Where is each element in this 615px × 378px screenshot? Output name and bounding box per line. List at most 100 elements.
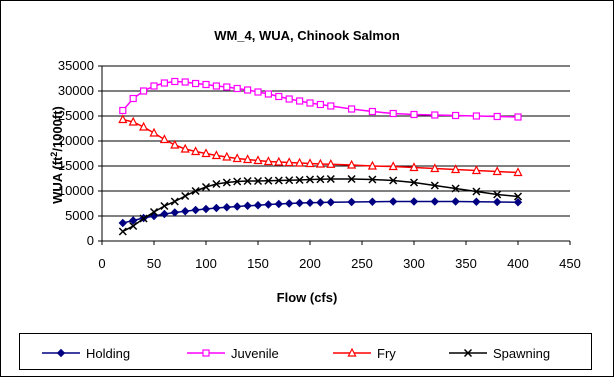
x-tick-label: 200	[299, 256, 321, 271]
data-point-holding	[305, 198, 315, 207]
legend-label-spawning: Spawning	[493, 346, 550, 361]
data-point-juvenile	[244, 86, 252, 94]
legend-item-fry: Fry	[333, 346, 396, 361]
data-point-spawning	[149, 207, 159, 217]
x-marker-stroke	[472, 187, 481, 196]
series-holding	[118, 197, 523, 228]
data-point-fry	[243, 154, 253, 164]
data-point-fry	[388, 161, 398, 171]
data-point-spawning	[274, 176, 283, 185]
x-tick-label: 250	[351, 256, 373, 271]
data-point-spawning	[243, 176, 252, 186]
data-point-holding	[472, 197, 481, 206]
data-point-holding	[274, 199, 284, 209]
data-point-spawning	[472, 187, 481, 196]
x-marker-stroke	[347, 174, 356, 184]
data-point-fry	[211, 150, 221, 160]
series-layer	[118, 77, 523, 236]
data-point-spawning	[222, 178, 231, 187]
data-point-juvenile	[119, 106, 127, 115]
data-point-spawning	[201, 182, 211, 192]
data-point-holding	[451, 197, 460, 206]
x-marker-stroke	[493, 190, 502, 199]
y-tick-label: 30000	[58, 83, 94, 98]
legend-box	[19, 333, 592, 370]
data-point-holding	[316, 198, 325, 207]
data-point-juvenile	[431, 111, 439, 119]
data-point-holding	[368, 197, 377, 206]
data-point-holding	[513, 198, 523, 207]
data-point-holding	[180, 207, 190, 216]
data-point-holding	[284, 199, 294, 208]
data-point-juvenile	[264, 90, 272, 98]
x-tick-label: 350	[455, 256, 477, 271]
data-point-juvenile	[306, 99, 314, 107]
data-point-holding	[295, 198, 304, 208]
x-marker-stroke	[463, 348, 473, 358]
y-tick-label: 10000	[58, 183, 94, 198]
data-point-holding	[326, 198, 336, 207]
data-point-juvenile	[254, 88, 262, 96]
data-point-fry	[232, 153, 242, 163]
x-marker-stroke	[191, 186, 200, 196]
data-point-spawning	[295, 175, 304, 185]
x-tick-label: 300	[403, 256, 425, 271]
data-point-fry	[191, 146, 201, 156]
data-point-juvenile	[181, 78, 189, 86]
x-tick-label: 400	[507, 256, 529, 271]
data-point-juvenile	[410, 110, 418, 119]
data-point-juvenile	[275, 92, 283, 101]
x-marker-stroke	[513, 192, 523, 201]
data-point-spawning	[305, 175, 315, 184]
data-point-fry	[263, 156, 273, 166]
x-marker-stroke	[149, 207, 159, 217]
x-marker-stroke	[233, 177, 242, 186]
data-point-fry	[170, 139, 180, 149]
data-point-spawning	[326, 174, 335, 184]
x-axis-title: Flow (cfs)	[277, 290, 338, 305]
data-point-juvenile	[212, 82, 220, 90]
data-point-fry	[128, 116, 138, 126]
data-point-holding	[170, 208, 180, 217]
data-point-fry	[513, 167, 523, 177]
data-point-fry	[492, 166, 502, 176]
series-spawning	[118, 174, 523, 236]
data-point-holding	[409, 197, 419, 206]
data-point-fry	[326, 158, 336, 168]
data-point-juvenile	[192, 79, 200, 88]
legend-item-holding: Holding	[42, 346, 130, 361]
data-point-spawning	[139, 214, 148, 223]
data-point-holding	[128, 216, 138, 225]
data-point-holding	[388, 197, 398, 206]
x-marker-stroke	[139, 214, 148, 223]
data-point-fry	[222, 151, 232, 161]
series-fry	[118, 114, 523, 177]
data-point-fry	[409, 162, 419, 172]
y-axis-title-sup: 2	[49, 152, 59, 157]
x-marker-stroke	[274, 176, 283, 185]
data-point-spawning	[191, 186, 200, 196]
data-point-fry	[284, 157, 294, 167]
data-point-fry	[180, 143, 190, 153]
data-point-spawning	[451, 184, 460, 193]
data-point-fry	[295, 157, 305, 167]
legend-marker-fry	[347, 347, 357, 357]
data-point-juvenile	[316, 100, 324, 109]
data-point-juvenile	[493, 112, 501, 121]
x-tick-label: 450	[559, 256, 581, 271]
data-point-spawning	[347, 174, 356, 184]
data-point-spawning	[264, 176, 273, 185]
x-marker-stroke	[222, 178, 231, 187]
x-marker-stroke	[243, 176, 252, 186]
data-point-fry	[315, 158, 325, 168]
data-point-spawning	[170, 197, 179, 206]
data-point-holding	[347, 197, 356, 207]
data-point-holding	[222, 203, 232, 212]
data-point-juvenile	[389, 109, 397, 118]
data-point-spawning	[233, 177, 242, 186]
data-point-juvenile	[160, 79, 168, 87]
legend: Holding Juvenile Fry Spawning	[42, 346, 550, 361]
x-tick-label: 100	[195, 256, 217, 271]
legend-label-fry: Fry	[377, 346, 396, 361]
